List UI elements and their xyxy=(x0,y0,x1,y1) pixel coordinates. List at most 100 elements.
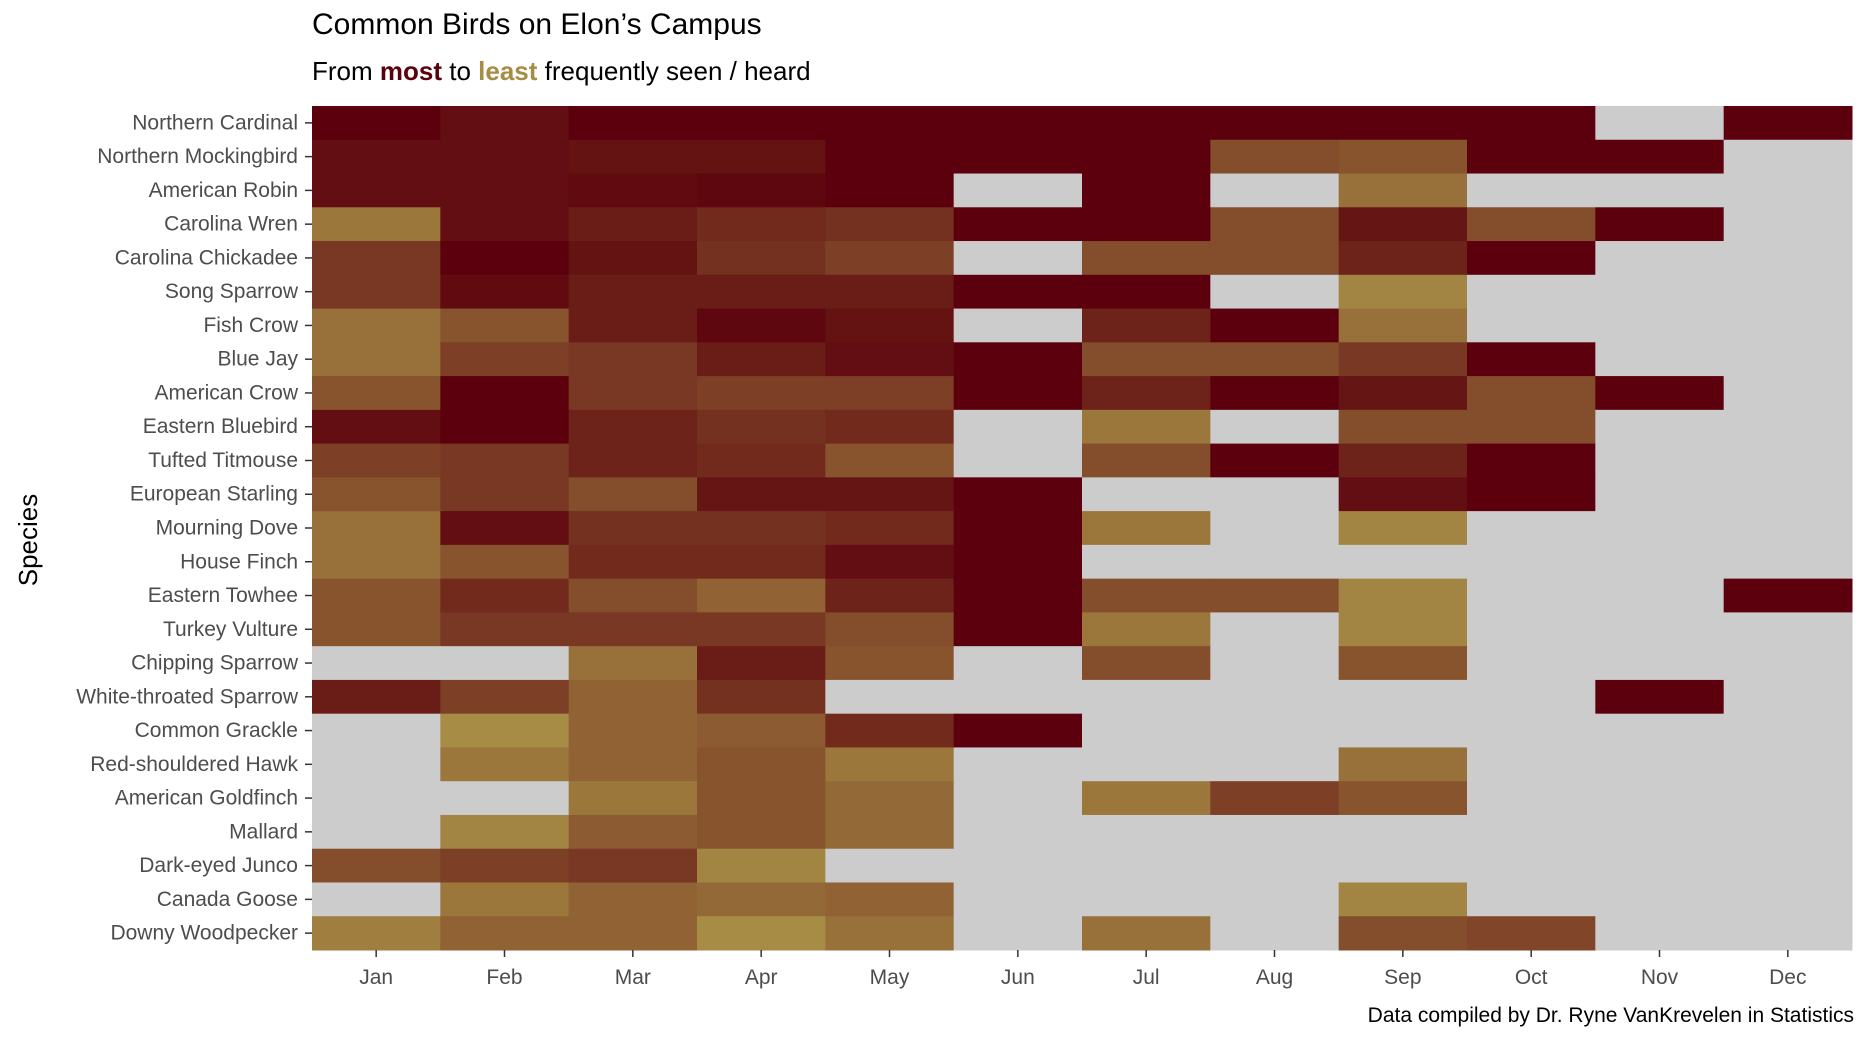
heatmap-cell xyxy=(568,646,698,681)
heatmap-cell xyxy=(568,241,698,276)
y-axis-ticks: Northern Cardinal Northern Mockingbird Ame… xyxy=(76,111,312,945)
heatmap-cell xyxy=(1467,139,1596,175)
heatmap-cell xyxy=(568,477,698,512)
y-axis-label: Species xyxy=(13,494,43,587)
heatmap-cell xyxy=(697,882,826,917)
heatmap-cell xyxy=(697,916,826,951)
heatmap-cell xyxy=(1723,207,1853,242)
heatmap-cell xyxy=(312,511,441,546)
heatmap-cell xyxy=(1210,308,1340,343)
heatmap-cell xyxy=(440,713,570,748)
subtitle-most: most xyxy=(379,56,443,86)
subtitle-suffix: frequently seen / heard xyxy=(537,56,811,86)
x-tick-label: Nov xyxy=(1641,966,1679,989)
heatmap-cell xyxy=(440,781,570,816)
heatmap-cell xyxy=(1082,646,1211,681)
heatmap-cell xyxy=(1595,511,1725,546)
y-tick-label: Downy Woodpecker xyxy=(110,922,298,945)
heatmap-cell xyxy=(1210,139,1340,175)
x-tick-label: Sep xyxy=(1384,966,1421,989)
heatmap-cell xyxy=(1082,679,1211,715)
heatmap-cell xyxy=(1595,578,1725,613)
heatmap-cell xyxy=(825,578,955,613)
heatmap-cell xyxy=(1595,916,1725,951)
heatmap-cell xyxy=(1338,477,1468,512)
heatmap-cell xyxy=(1595,747,1725,782)
heatmap-cell xyxy=(1595,443,1725,478)
heatmap-cell xyxy=(1210,342,1340,377)
heatmap-cell xyxy=(1210,882,1340,917)
x-tick-label: Oct xyxy=(1515,966,1548,989)
heatmap-cell xyxy=(953,747,1083,782)
heatmap-cell xyxy=(1467,241,1596,276)
heatmap-cell xyxy=(953,241,1083,276)
heatmap-cell xyxy=(1467,173,1596,208)
heatmap-cell xyxy=(568,747,698,782)
heatmap-cell xyxy=(1595,848,1725,883)
heatmap-cell xyxy=(1210,376,1340,411)
heatmap-cell xyxy=(1467,376,1596,411)
heatmap-cell xyxy=(1467,578,1596,613)
y-tick-label: Blue Jay xyxy=(217,348,298,371)
heatmap-cell xyxy=(1338,342,1468,377)
heatmap-cell xyxy=(1082,511,1211,546)
heatmap-cell xyxy=(1595,713,1725,748)
chart-subtitle: From most to least frequently seen / hea… xyxy=(312,56,811,87)
heatmap-cell xyxy=(440,308,570,343)
heatmap-cell xyxy=(1467,106,1596,141)
heatmap-cell xyxy=(1338,882,1468,917)
heatmap-cell xyxy=(440,511,570,546)
heatmap-cell xyxy=(953,679,1083,715)
heatmap-cell xyxy=(568,882,698,917)
heatmap-cell xyxy=(1723,814,1853,850)
heatmap-cell xyxy=(1467,814,1596,850)
heatmap-cell xyxy=(825,511,955,546)
heatmap-cell xyxy=(1082,207,1211,242)
heatmap-cell xyxy=(953,544,1083,580)
heatmap-cell xyxy=(953,882,1083,917)
heatmap-cell xyxy=(312,376,441,411)
heatmap-cell xyxy=(568,443,698,478)
heatmap-cell xyxy=(1595,814,1725,850)
heatmap-cell xyxy=(312,477,441,512)
heatmap-cell xyxy=(1595,241,1725,276)
heatmap-cell xyxy=(1595,106,1725,141)
heatmap-cell xyxy=(1723,848,1853,883)
heatmap-cell xyxy=(697,814,826,850)
heatmap-cell xyxy=(312,781,441,816)
heatmap-cell xyxy=(825,173,955,208)
y-tick-label: Mallard xyxy=(229,820,298,843)
heatmap-cell xyxy=(440,747,570,782)
heatmap-cell xyxy=(440,477,570,512)
heatmap-cell xyxy=(1723,544,1853,580)
heatmap-cell xyxy=(1210,409,1340,445)
heatmap-cell xyxy=(1723,173,1853,208)
heatmap-cell xyxy=(697,207,826,242)
heatmap-cell xyxy=(568,376,698,411)
heatmap-cell xyxy=(312,342,441,377)
chart-caption: Data compiled by Dr. Ryne VanKrevelen in… xyxy=(1367,1004,1854,1027)
heatmap-cell xyxy=(1723,747,1853,782)
heatmap-cell xyxy=(440,409,570,445)
heatmap-cell xyxy=(440,814,570,850)
heatmap-cell xyxy=(953,308,1083,343)
heatmap-cell xyxy=(1723,106,1853,141)
heatmap-cell xyxy=(440,139,570,175)
heatmap-cell xyxy=(1338,511,1468,546)
heatmap-cell xyxy=(825,409,955,445)
heatmap-cell xyxy=(312,646,441,681)
heatmap-cell xyxy=(1082,139,1211,175)
heatmap-cell xyxy=(312,207,441,242)
heatmap-cell xyxy=(1723,443,1853,478)
heatmap-cell xyxy=(440,376,570,411)
heatmap-cell xyxy=(1723,511,1853,546)
heatmap-cell xyxy=(1210,241,1340,276)
heatmap-cell xyxy=(440,173,570,208)
heatmap-cell xyxy=(953,814,1083,850)
heatmap-cell xyxy=(1467,544,1596,580)
heatmap-cell xyxy=(1338,409,1468,445)
heatmap-cell xyxy=(1467,342,1596,377)
heatmap-cell xyxy=(1082,376,1211,411)
heatmap-cell xyxy=(1210,679,1340,715)
